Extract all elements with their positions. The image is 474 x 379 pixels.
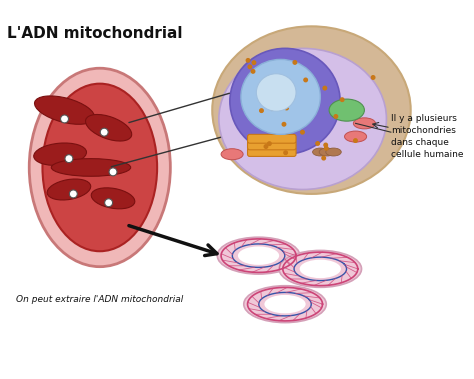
Ellipse shape [279,251,362,287]
Ellipse shape [300,260,341,278]
Ellipse shape [312,148,328,156]
Ellipse shape [219,49,386,190]
Circle shape [65,155,73,163]
Ellipse shape [241,60,320,135]
Circle shape [324,143,328,147]
Circle shape [251,70,255,73]
Text: On peut extraire l'ADN mitochondrial: On peut extraire l'ADN mitochondrial [16,295,183,304]
Circle shape [100,128,108,136]
Circle shape [252,61,255,64]
Ellipse shape [238,246,279,265]
Ellipse shape [35,96,94,124]
Circle shape [301,130,304,134]
FancyBboxPatch shape [247,135,296,143]
Circle shape [69,190,77,198]
Circle shape [322,157,326,160]
FancyBboxPatch shape [247,141,296,150]
Circle shape [334,115,337,118]
Ellipse shape [212,26,410,194]
Circle shape [270,107,273,110]
Ellipse shape [91,188,135,209]
Circle shape [278,91,282,95]
Ellipse shape [85,114,132,141]
Ellipse shape [345,131,366,142]
Ellipse shape [51,159,131,176]
Ellipse shape [264,295,306,313]
Ellipse shape [354,118,375,129]
Circle shape [340,98,344,102]
Circle shape [293,61,297,64]
Text: Il y a plusieurs
mitochondries
dans chaque
cellule humaine: Il y a plusieurs mitochondries dans chaq… [391,114,464,159]
Circle shape [316,142,319,145]
Circle shape [109,168,117,176]
Circle shape [246,59,250,62]
Circle shape [354,139,357,143]
Ellipse shape [34,143,86,166]
Circle shape [282,122,286,126]
Ellipse shape [43,84,157,251]
Circle shape [325,147,328,150]
Ellipse shape [221,149,243,160]
Ellipse shape [230,49,340,154]
Ellipse shape [47,179,91,200]
Ellipse shape [256,74,296,111]
Circle shape [304,78,308,82]
Circle shape [285,106,288,110]
Circle shape [268,142,271,146]
Circle shape [371,76,375,79]
Circle shape [284,106,287,109]
FancyBboxPatch shape [247,147,296,157]
Text: L'ADN mitochondrial: L'ADN mitochondrial [7,26,182,41]
Circle shape [248,65,252,69]
Circle shape [260,109,263,113]
Circle shape [105,199,113,207]
Circle shape [61,115,68,123]
Ellipse shape [217,237,300,274]
Circle shape [323,86,327,90]
Circle shape [284,151,287,155]
Circle shape [264,145,268,148]
Ellipse shape [244,286,326,323]
Ellipse shape [29,68,170,267]
Ellipse shape [329,99,365,121]
Ellipse shape [326,148,341,156]
Ellipse shape [319,148,335,156]
